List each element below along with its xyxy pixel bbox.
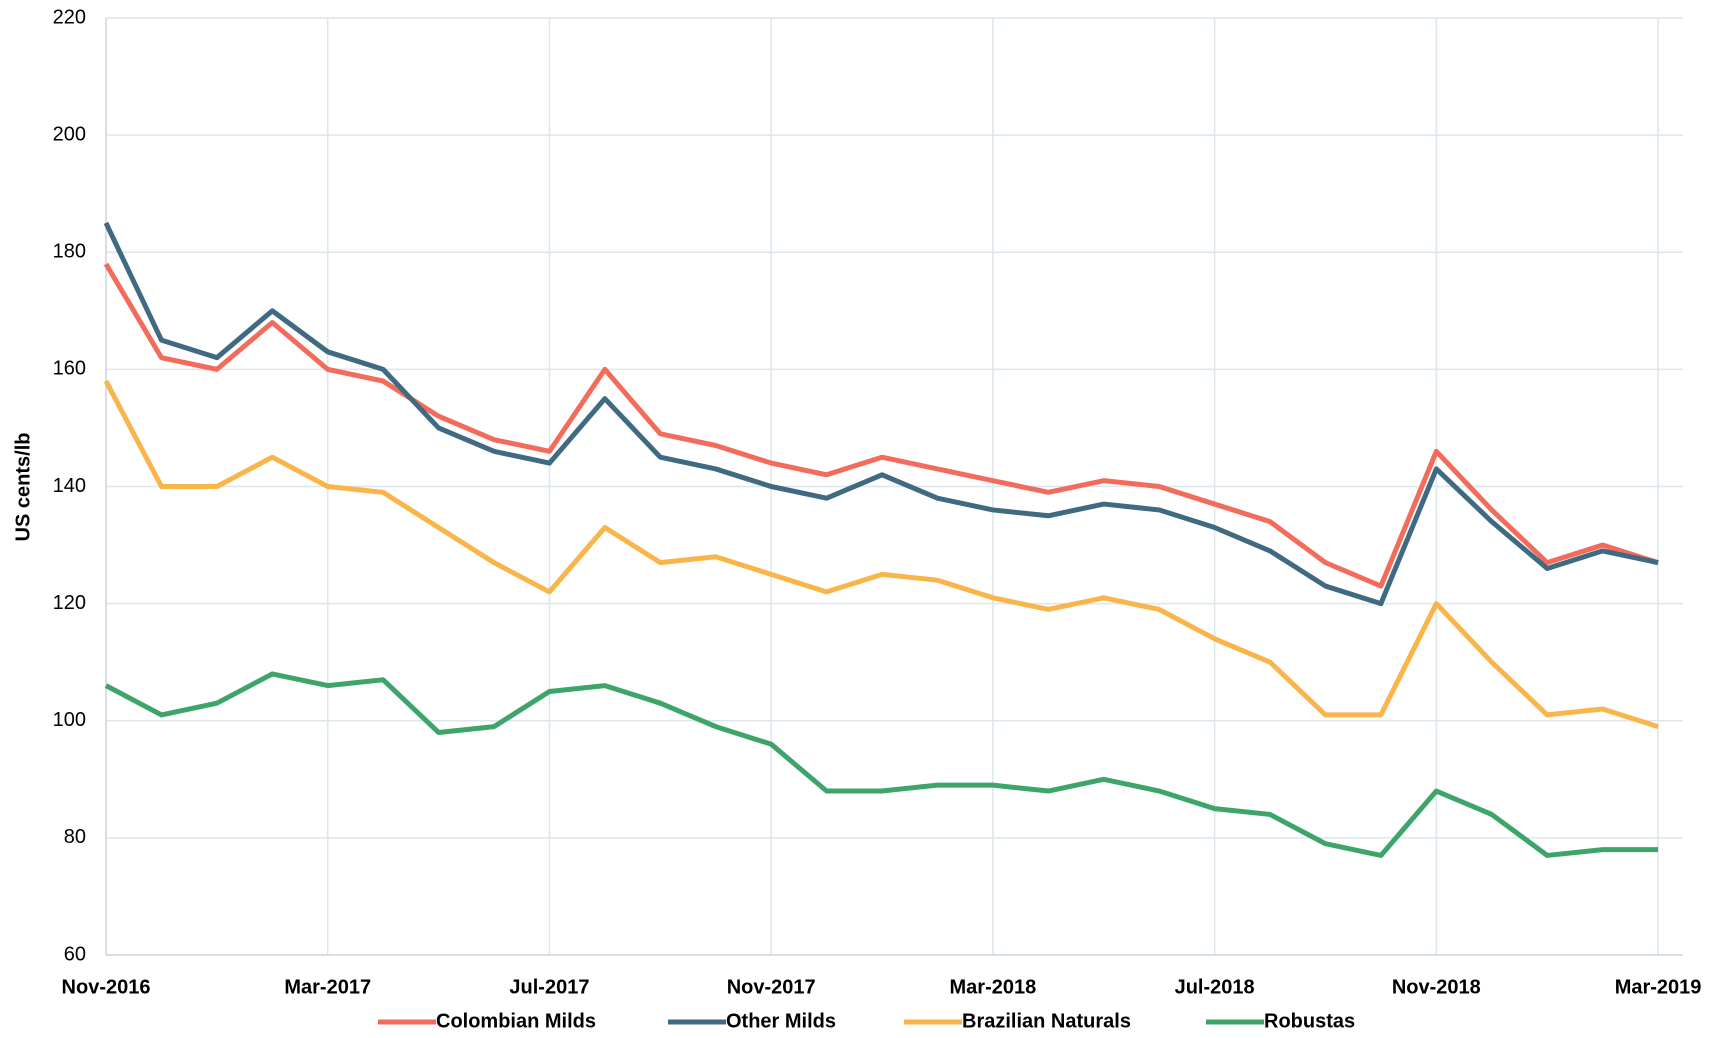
y-tick-label: 200: [53, 123, 86, 145]
legend-label: Other Milds: [726, 1010, 836, 1032]
x-tick-label: Nov-2018: [1392, 976, 1481, 998]
y-tick-label: 140: [53, 475, 86, 497]
x-tick-label: Jul-2018: [1175, 976, 1255, 998]
series-line: [103, 221, 1659, 607]
legend-label: Colombian Milds: [436, 1010, 596, 1032]
y-tick-label: 100: [53, 709, 86, 731]
y-tick-label: 180: [53, 241, 86, 263]
x-tick-label: Jul-2017: [509, 976, 589, 998]
y-tick-label: 160: [53, 358, 86, 380]
y-axis-label: US cents/lb: [12, 433, 34, 542]
y-tick-label: 120: [53, 592, 86, 614]
x-tick-label: Mar-2017: [284, 976, 371, 998]
series-line: [103, 262, 1659, 589]
y-tick-label: 80: [64, 826, 86, 848]
legend-label: Robustas: [1264, 1010, 1355, 1032]
series-line: [104, 671, 1659, 858]
y-tick-label: 220: [53, 6, 86, 28]
legend-label: Brazilian Naturals: [962, 1010, 1131, 1032]
x-tick-label: Nov-2017: [727, 976, 816, 998]
x-tick-label: Nov-2016: [62, 976, 151, 998]
x-tick-label: Mar-2019: [1615, 976, 1702, 998]
y-tick-label: 60: [64, 943, 86, 965]
series-line: [103, 379, 1659, 729]
x-tick-label: Mar-2018: [950, 976, 1037, 998]
